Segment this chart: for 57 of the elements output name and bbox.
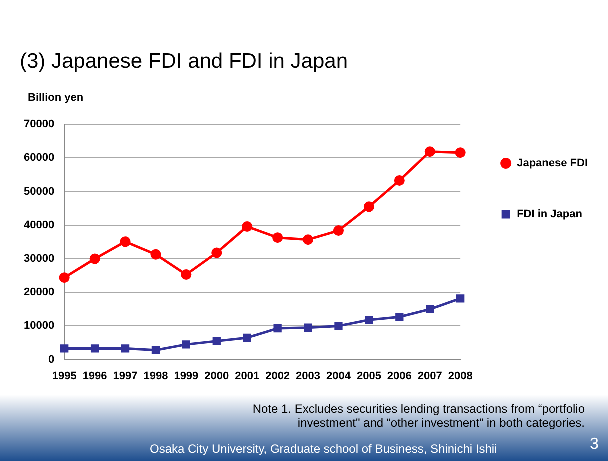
point (242, 221, 253, 232)
x-tick-label: 2005 (356, 370, 382, 382)
point (243, 334, 252, 342)
point (182, 340, 191, 349)
text: 3 (590, 436, 599, 454)
x-tick-label: 2001 (235, 370, 260, 382)
x-tick-label: 2006 (387, 370, 412, 382)
y-tick-label: 30000 (24, 253, 55, 266)
y-tick-label: 20000 (24, 286, 55, 299)
point (212, 248, 222, 258)
point (274, 324, 282, 333)
x-tick-label: 2003 (296, 370, 321, 382)
y-tick-label: 70000 (24, 118, 55, 131)
point (364, 202, 374, 212)
point (120, 236, 131, 248)
y-tick-label: 60000 (24, 152, 55, 164)
point (60, 344, 69, 353)
chart-title: (3) Japanese FDI and FDI in Japan (20, 50, 348, 74)
x-tick-label: 2000 (204, 370, 230, 382)
point (272, 232, 284, 244)
x-tick-label: 1997 (113, 370, 138, 382)
x-tick-label: 2002 (266, 370, 290, 382)
point (303, 234, 314, 246)
point (150, 249, 162, 260)
point (426, 305, 434, 314)
x-tick-label: 2008 (448, 370, 473, 382)
y-axis-title: Billion yen (28, 92, 84, 104)
point (59, 272, 70, 284)
legend-label: Japanese FDI (517, 158, 588, 170)
y-tick-label: 10000 (24, 320, 55, 332)
point (455, 148, 466, 158)
point (90, 344, 100, 353)
point (394, 175, 405, 186)
x-tick-label: 1999 (174, 370, 199, 382)
legend-label: FDI in Japan (517, 208, 583, 221)
x-tick-label: 2007 (418, 370, 442, 382)
point (90, 254, 100, 264)
point (212, 337, 221, 346)
x-tick-label: 1995 (52, 370, 77, 382)
point (365, 316, 374, 324)
y-tick-label: 40000 (24, 219, 55, 232)
point (396, 313, 404, 322)
point (121, 344, 130, 353)
x-tick-label: 2004 (326, 370, 352, 382)
x-tick-label: 1998 (144, 370, 168, 382)
point (333, 226, 344, 236)
point (334, 322, 343, 330)
y-tick-label: 0 (48, 354, 55, 366)
point (304, 324, 312, 332)
point (456, 294, 465, 303)
point (152, 346, 160, 354)
point (181, 270, 192, 280)
y-tick-label: 50000 (24, 186, 55, 198)
point (424, 146, 436, 158)
text: Note 1. Excludes securities lending transactions from “portfolio investment" and “other investment” in both categories. (252, 402, 585, 430)
text: Osaka City University, Graduate school of Business, Shinichi Ishii (150, 442, 498, 456)
x-tick-label: 1996 (82, 370, 108, 382)
